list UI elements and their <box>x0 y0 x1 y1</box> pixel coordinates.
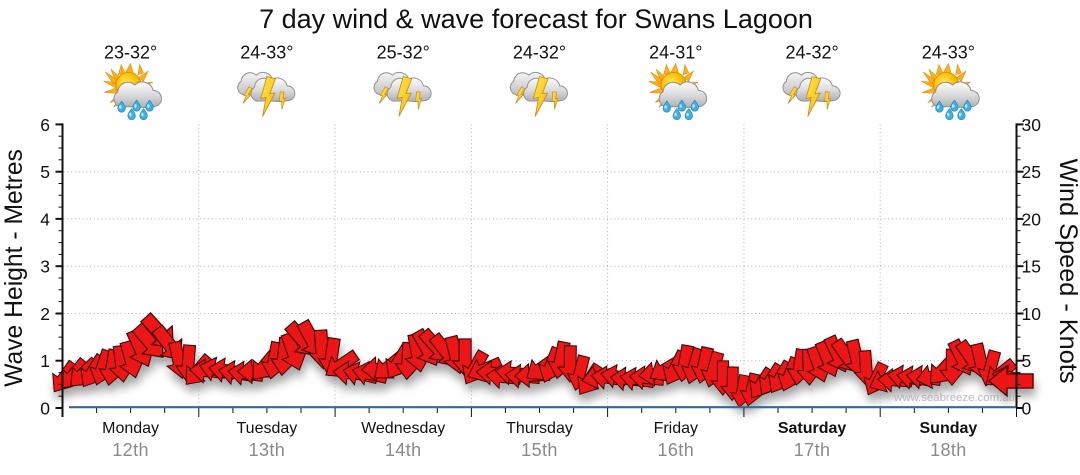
svg-text:24-32°: 24-32° <box>513 43 566 63</box>
svg-text:18th: 18th <box>930 440 967 460</box>
svg-text:24-31°: 24-31° <box>649 43 702 63</box>
svg-text:3: 3 <box>40 257 50 277</box>
svg-text:7 day wind & wave forecast for: 7 day wind & wave forecast for Swans Lag… <box>259 4 813 34</box>
svg-text:2: 2 <box>40 304 50 324</box>
svg-text:5: 5 <box>1022 351 1032 371</box>
svg-text:4: 4 <box>40 209 50 229</box>
svg-text:Wind Speed - Knots: Wind Speed - Knots <box>1054 159 1080 384</box>
svg-text:30: 30 <box>1022 115 1042 135</box>
svg-text:Wednesday: Wednesday <box>361 420 445 437</box>
svg-text:15: 15 <box>1022 257 1041 277</box>
svg-text:6: 6 <box>40 115 50 135</box>
svg-text:17th: 17th <box>794 440 831 460</box>
svg-text:www.seabreeze.com.au: www.seabreeze.com.au <box>893 392 1015 404</box>
svg-text:Tuesday: Tuesday <box>237 420 298 437</box>
svg-text:1: 1 <box>40 351 50 371</box>
svg-text:20: 20 <box>1022 209 1042 229</box>
svg-text:14th: 14th <box>385 440 422 460</box>
svg-text:24-33°: 24-33° <box>922 43 975 63</box>
svg-text:Sunday: Sunday <box>920 420 978 437</box>
svg-text:13th: 13th <box>249 440 286 460</box>
svg-text:0: 0 <box>40 399 50 419</box>
svg-text:Saturday: Saturday <box>778 420 847 437</box>
svg-text:16th: 16th <box>657 440 694 460</box>
svg-text:5: 5 <box>40 162 50 182</box>
svg-text:25: 25 <box>1022 162 1041 182</box>
svg-text:0: 0 <box>1022 399 1032 419</box>
svg-text:Monday: Monday <box>102 420 159 437</box>
svg-text:12th: 12th <box>112 440 149 460</box>
svg-text:Friday: Friday <box>654 420 698 437</box>
svg-text:25-32°: 25-32° <box>377 43 430 63</box>
svg-text:24-33°: 24-33° <box>240 43 293 63</box>
svg-text:10: 10 <box>1022 304 1042 324</box>
svg-text:23-32°: 23-32° <box>104 43 157 63</box>
svg-text:15th: 15th <box>521 440 558 460</box>
svg-text:24-32°: 24-32° <box>785 43 838 63</box>
svg-text:Thursday: Thursday <box>506 420 573 437</box>
svg-text:Wave Height - Metres: Wave Height - Metres <box>1 149 28 387</box>
